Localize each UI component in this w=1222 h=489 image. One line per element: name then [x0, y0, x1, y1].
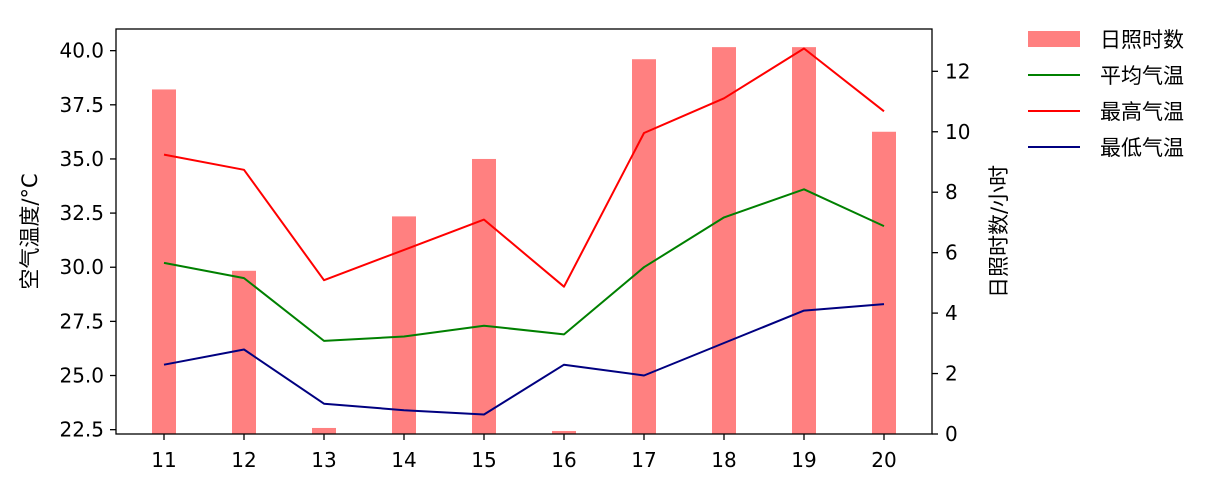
x-tick-label-14: 14: [391, 448, 416, 472]
series-line-2: [163, 47, 885, 288]
x-tick-label-16: 16: [551, 448, 576, 472]
bars-layer: [152, 47, 896, 435]
y-right-tick-label-3: 6: [945, 241, 958, 265]
y-left-tick-label-5: 35.0: [59, 147, 104, 171]
bar-17: [632, 59, 656, 435]
x-tick-label-11: 11: [151, 448, 176, 472]
x-tick-label-17: 17: [631, 448, 656, 472]
y-right-tick-label-5: 10: [945, 120, 970, 144]
bar-16: [552, 430, 576, 434]
bar-18: [712, 47, 736, 434]
y-right-tick-label-6: 12: [945, 59, 970, 83]
y-left-tick-label-0: 22.5: [59, 418, 104, 442]
x-tick-label-18: 18: [711, 448, 736, 472]
y-right-tick-label-0: 0: [945, 422, 958, 446]
y-right-tick-label-1: 2: [945, 362, 958, 386]
legend-swatch-bar: [1028, 31, 1080, 47]
x-tick-label-20: 20: [871, 448, 896, 472]
y-right-tick-label-4: 8: [945, 180, 958, 204]
bar-15: [472, 158, 496, 434]
legend-label-2: 最高气温: [1100, 100, 1184, 124]
x-tick-label-15: 15: [471, 448, 496, 472]
legend-label-3: 最低气温: [1100, 136, 1184, 160]
y-left-tick-label-2: 27.5: [59, 309, 104, 333]
y-left-tick-label-7: 40.0: [59, 39, 104, 63]
plot-frame: [115, 28, 933, 435]
bar-12: [232, 270, 256, 434]
bar-20: [872, 131, 896, 434]
x-tick-label-13: 13: [311, 448, 336, 472]
x-tick-label-12: 12: [231, 448, 256, 472]
series-line-1: [163, 188, 885, 342]
y-left-tick-label-4: 32.5: [59, 201, 104, 225]
y-left-tick-label-3: 30.0: [59, 255, 104, 279]
x-tick-label-19: 19: [791, 448, 816, 472]
y-left-tick-label-1: 25.0: [59, 364, 104, 388]
y-axis-label-right: 日照时数/小时: [987, 165, 1011, 298]
bar-19: [792, 47, 816, 434]
y-left-tick-label-6: 37.5: [59, 93, 104, 117]
bar-11: [152, 89, 176, 435]
axes-layer: 11 12 13 14 15 16 17 18 19 2022.525.027.530.032.5…: [59, 39, 970, 472]
y-right-tick-label-2: 4: [945, 301, 958, 325]
legend-label-0: 日照时数: [1100, 28, 1184, 52]
legend-label-1: 平均气温: [1100, 64, 1184, 88]
y-axis-label-left: 空气温度/°C: [18, 173, 42, 289]
bar-13: [312, 427, 336, 434]
lines-layer: [163, 47, 885, 416]
series-line-3: [163, 303, 885, 416]
